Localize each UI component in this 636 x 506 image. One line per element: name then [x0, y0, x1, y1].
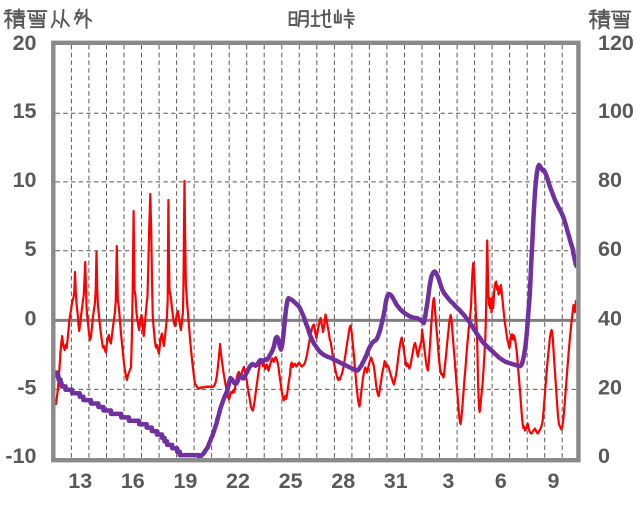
svg-text:80: 80 — [598, 168, 622, 192]
svg-text:40: 40 — [598, 306, 622, 330]
svg-text:13: 13 — [68, 469, 92, 493]
svg-text:20: 20 — [13, 31, 37, 55]
svg-text:60: 60 — [598, 237, 622, 261]
svg-text:6: 6 — [495, 469, 507, 493]
svg-text:20: 20 — [598, 375, 622, 399]
svg-text:19: 19 — [173, 469, 197, 493]
svg-text:-5: -5 — [17, 375, 36, 399]
svg-text:5: 5 — [25, 237, 37, 261]
svg-text:28: 28 — [331, 469, 355, 493]
svg-text:10: 10 — [13, 168, 37, 192]
svg-text:25: 25 — [279, 469, 303, 493]
svg-text:0: 0 — [25, 306, 37, 330]
svg-text:3: 3 — [442, 469, 454, 493]
svg-text:9: 9 — [548, 469, 560, 493]
svg-text:-10: -10 — [5, 444, 36, 468]
svg-text:15: 15 — [13, 99, 37, 123]
svg-text:120: 120 — [598, 31, 634, 55]
svg-text:22: 22 — [226, 469, 250, 493]
svg-text:0: 0 — [598, 444, 610, 468]
svg-text:100: 100 — [598, 99, 634, 123]
svg-text:16: 16 — [121, 469, 145, 493]
svg-text:31: 31 — [384, 469, 408, 493]
